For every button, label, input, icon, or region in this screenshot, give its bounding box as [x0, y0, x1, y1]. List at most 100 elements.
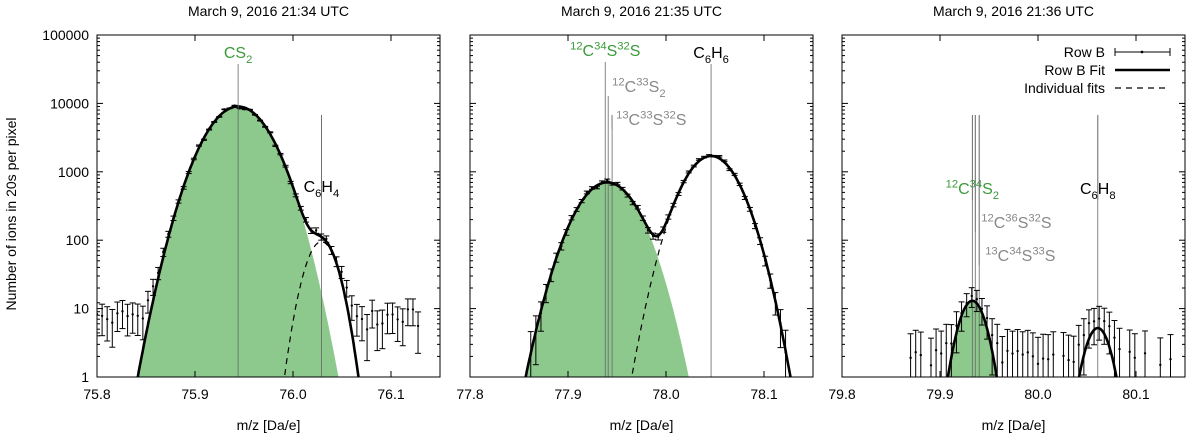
peak-label: C6H6 — [693, 45, 729, 66]
data-point — [996, 341, 999, 345]
data-point — [1036, 362, 1040, 366]
data-point — [141, 317, 145, 320]
data-point — [121, 310, 124, 313]
data-point — [416, 324, 420, 328]
x-tick-label: 77.8 — [456, 386, 483, 402]
data-point — [1011, 352, 1014, 355]
panel-title: March 9, 2016 21:34 UTC — [188, 3, 349, 19]
data-point — [970, 294, 973, 298]
data-point — [386, 313, 389, 316]
data-point — [1159, 363, 1162, 367]
data-point — [1118, 347, 1121, 351]
data-point — [1092, 320, 1096, 323]
data-point — [381, 322, 384, 325]
y-axis-label: Number of ions in 20s per pixel — [3, 118, 19, 311]
data-point — [945, 341, 948, 345]
x-tick-label: 78.0 — [652, 386, 679, 402]
data-point — [411, 308, 415, 311]
peak-label: 13C34S33S — [985, 245, 1055, 265]
legend: Row B Row B Fit Individual fits — [1024, 44, 1171, 96]
panel-title: March 9, 2016 21:35 UTC — [561, 3, 722, 19]
plot-frame — [469, 34, 814, 378]
plot-area — [97, 104, 422, 377]
y-tick-label: 10000 — [50, 95, 89, 111]
data-point — [1021, 353, 1024, 356]
data-point — [370, 309, 374, 313]
data-point — [314, 229, 318, 232]
data-point — [934, 349, 938, 352]
data-point — [990, 333, 994, 337]
data-point — [136, 314, 139, 317]
x-tick-label: 79.8 — [828, 386, 855, 402]
data-point — [105, 317, 109, 321]
x-axis-label: m/z [Da/e] — [237, 417, 301, 433]
data-point — [111, 321, 114, 324]
data-point — [116, 312, 119, 315]
x-tick-label: 78.1 — [750, 386, 777, 402]
data-point — [355, 315, 359, 318]
data-point — [1072, 360, 1075, 364]
data-point — [1077, 343, 1080, 346]
data-point — [100, 314, 104, 318]
data-point — [1062, 354, 1065, 358]
data-point — [1097, 317, 1101, 320]
peak-label: CS2 — [224, 45, 252, 66]
legend-label: Row B Fit — [1044, 62, 1105, 78]
data-point — [914, 351, 917, 354]
y-tick-label: 1000 — [58, 164, 89, 180]
total-fit-curve — [946, 299, 1118, 377]
data-point — [406, 308, 410, 311]
peak-label: 13C33S32S — [616, 109, 686, 129]
data-point — [345, 286, 348, 289]
data-point — [1128, 350, 1131, 354]
data-point — [1143, 352, 1147, 355]
x-tick-label: 80.0 — [1024, 386, 1051, 402]
data-point — [151, 285, 155, 288]
peak-label: C6H4 — [304, 179, 340, 200]
data-point — [1087, 321, 1091, 325]
panel-title: March 9, 2016 21:36 UTC — [933, 3, 1094, 19]
legend-label: Row B — [1064, 44, 1105, 60]
data-point — [919, 353, 922, 357]
data-point — [1031, 355, 1035, 358]
data-point — [1046, 358, 1050, 361]
y-tick-label: 100 — [66, 232, 90, 248]
data-point — [929, 364, 933, 367]
chart-panel-1: 75.8 75.9 76.0 76.1 1 10 100 1000 10000 100000 Mar… — [42, 3, 441, 433]
x-tick-label: 75.9 — [181, 386, 208, 402]
data-point — [396, 318, 399, 321]
data-point — [1052, 353, 1055, 356]
x-tick-label: 76.1 — [377, 386, 404, 402]
x-axis-label: m/z [Da/e] — [610, 417, 674, 433]
data-point — [391, 313, 394, 316]
data-point — [1067, 358, 1070, 362]
x-tick-label: 80.1 — [1122, 386, 1149, 402]
plot-frame — [96, 34, 441, 378]
total-fit-curve — [136, 105, 360, 377]
x-tick-label: 75.8 — [83, 386, 110, 402]
data-point — [1041, 357, 1045, 360]
data-point — [1006, 349, 1009, 353]
x-tick-label: 76.0 — [279, 386, 306, 402]
data-point — [909, 356, 912, 360]
data-point — [950, 342, 953, 345]
data-point — [1016, 349, 1019, 353]
peak-label: 12C36S32S — [981, 212, 1051, 232]
x-tick-label: 79.9 — [926, 386, 953, 402]
data-point — [1113, 336, 1116, 339]
data-point — [939, 352, 943, 355]
data-point — [350, 304, 353, 307]
data-point — [1108, 325, 1111, 328]
data-point — [985, 316, 989, 320]
plot-area — [494, 115, 792, 377]
y-tick-label: 10 — [73, 301, 89, 317]
x-axis-label: m/z [Da/e] — [982, 417, 1046, 433]
data-point — [1133, 356, 1137, 359]
data-point — [1103, 319, 1106, 323]
data-point — [1082, 333, 1086, 337]
data-point — [606, 178, 609, 182]
chart-panel-2: 77.8 77.9 78.0 78.1 March 9, 2016 21:35 UTC m… — [456, 3, 814, 433]
peak-label: C6H8 — [1080, 181, 1116, 202]
data-point — [1169, 358, 1172, 361]
